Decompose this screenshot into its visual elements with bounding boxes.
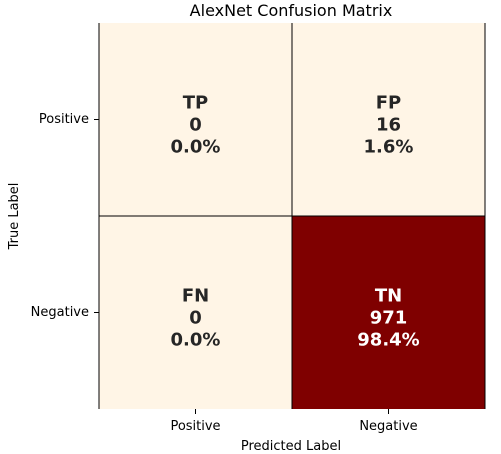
- cell-percent-tp: 0.0%: [171, 137, 221, 158]
- cell-label-tp: TP: [183, 93, 208, 114]
- heatmap-cell-fn: [99, 216, 292, 409]
- axis-ticks: Positive Negative Positive Negative: [31, 112, 418, 434]
- cell-count-fp: 16: [376, 115, 401, 136]
- heatmap-cell-tn: [292, 216, 485, 409]
- cell-label-fp: FP: [376, 93, 402, 114]
- heatmap-cell-fp: [292, 23, 485, 216]
- cell-percent-fn: 0.0%: [171, 330, 221, 351]
- cell-percent-tn: 98.4%: [357, 330, 419, 351]
- x-tick-label-positive: Positive: [170, 419, 220, 434]
- x-tick-label-negative: Negative: [359, 419, 417, 434]
- x-axis-label: Predicted Label: [241, 439, 341, 454]
- cell-percent-fp: 1.6%: [364, 137, 414, 158]
- y-tick-label-positive: Positive: [39, 112, 89, 127]
- cell-count-tn: 971: [370, 308, 408, 329]
- heatmap-gridlines: [98, 23, 486, 409]
- heatmap-cell-tp: [99, 23, 292, 216]
- y-tick-label-negative: Negative: [31, 305, 89, 320]
- cell-label-tn: TN: [375, 286, 402, 307]
- y-axis-label: True Label: [7, 183, 22, 251]
- cell-count-fn: 0: [189, 308, 202, 329]
- chart-title: AlexNet Confusion Matrix: [190, 1, 393, 20]
- cell-count-tp: 0: [189, 115, 202, 136]
- cell-label-fn: FN: [182, 286, 209, 307]
